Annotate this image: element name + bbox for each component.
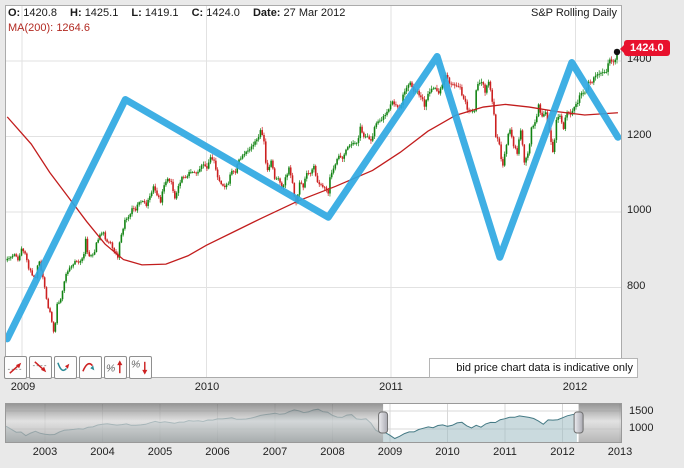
disclaimer-note: bid price chart data is indicative only: [429, 358, 638, 378]
nav-x-tick-2006: 2006: [205, 446, 230, 458]
svg-text:%: %: [106, 363, 115, 374]
percent-down-icon: %: [131, 360, 148, 375]
nav-x-tick-2012: 2012: [550, 446, 575, 458]
last-price-marker: [613, 48, 621, 56]
trend-down-button[interactable]: [29, 356, 52, 379]
nav-x-tick-2009: 2009: [377, 446, 403, 458]
close-label: C:: [191, 7, 204, 19]
percent-up-icon: %: [106, 360, 123, 374]
nav-x-tick-2004: 2004: [90, 446, 115, 458]
svg-text:%: %: [131, 360, 140, 371]
nav-x-tick-2011: 2011: [493, 446, 517, 458]
ma-label: MA(200):: [8, 22, 54, 34]
nav-x-tick-2008: 2008: [320, 446, 345, 458]
nav-handle-left[interactable]: [378, 411, 389, 434]
date-value: 27 Mar 2012: [283, 7, 346, 19]
main-chart: [5, 5, 622, 378]
low-label: L:: [131, 7, 142, 19]
trend-up-icon: [7, 362, 24, 374]
zigzag-annotation[interactable]: [6, 52, 621, 343]
peak-pattern-icon: [82, 362, 95, 372]
x-axis-tick-2010: 2010: [194, 381, 220, 393]
ma-value: 1264.6: [56, 22, 90, 34]
y-axis-tick-1000: 1000: [627, 204, 652, 216]
high-value: 1425.1: [84, 7, 119, 19]
x-axis-tick-2011: 2011: [379, 381, 403, 393]
trend-up-button[interactable]: [4, 356, 27, 379]
close-value: 1424.0: [206, 7, 240, 19]
low-value: 1419.1: [144, 7, 179, 19]
valley-pattern-button[interactable]: [54, 356, 77, 379]
trend-down-icon: [32, 361, 49, 373]
high-label: H:: [70, 7, 82, 19]
y-axis-tick-1400: 1400: [627, 53, 652, 65]
series-title: S&P Rolling Daily: [530, 7, 617, 19]
range-navigator: [1, 403, 622, 443]
open-value: 1420.8: [23, 7, 57, 19]
y-axis-tick-1200: 1200: [627, 129, 652, 141]
x-axis-tick-2012: 2012: [562, 381, 588, 393]
nav-x-tick-2010: 2010: [435, 446, 460, 458]
ma-legend: MA(200): 1264.6: [8, 22, 90, 34]
ohlc-readout: O: 1420.8 H: 1425.1 L: 1419.1 C: 1424.0 …: [8, 7, 355, 19]
x-axis-tick-2009: 2009: [10, 381, 36, 393]
valley-pattern-icon: [57, 362, 70, 372]
nav-handle-right[interactable]: [573, 411, 584, 434]
last-price-badge: 1424.0: [620, 40, 670, 56]
nav-y-tick-1000: 1000: [629, 422, 654, 434]
nav-x-tick-2003: 2003: [32, 446, 58, 458]
nav-y-tick-1500: 1500: [629, 405, 654, 417]
percent-down-button[interactable]: %: [129, 356, 152, 379]
range-navigator-canvas[interactable]: [1, 404, 621, 442]
y-axis-tick-800: 800: [627, 280, 646, 292]
main-chart-canvas[interactable]: [6, 6, 621, 377]
date-label: Date:: [252, 7, 281, 19]
open-label: O:: [8, 7, 21, 19]
percent-up-button[interactable]: %: [104, 356, 127, 379]
peak-pattern-button[interactable]: [79, 356, 102, 379]
nav-x-tick-2013: 2013: [607, 446, 633, 458]
drawing-toolbar: % %: [4, 356, 152, 379]
nav-x-tick-2005: 2005: [147, 446, 173, 458]
nav-x-tick-2007: 2007: [262, 446, 288, 458]
